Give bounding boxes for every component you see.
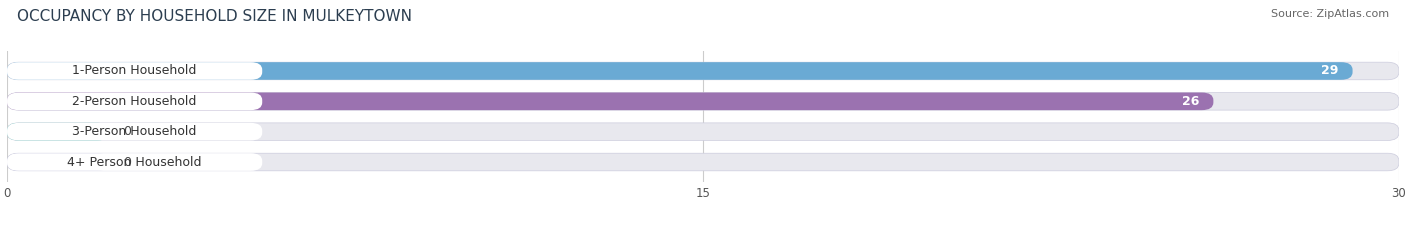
Text: OCCUPANCY BY HOUSEHOLD SIZE IN MULKEYTOWN: OCCUPANCY BY HOUSEHOLD SIZE IN MULKEYTOW… — [17, 9, 412, 24]
Text: 4+ Person Household: 4+ Person Household — [67, 155, 202, 168]
Text: 29: 29 — [1322, 65, 1339, 78]
FancyBboxPatch shape — [7, 62, 262, 80]
FancyBboxPatch shape — [7, 153, 1399, 171]
FancyBboxPatch shape — [7, 93, 262, 110]
FancyBboxPatch shape — [7, 62, 1399, 80]
Text: 0: 0 — [124, 155, 131, 168]
FancyBboxPatch shape — [7, 153, 110, 171]
FancyBboxPatch shape — [7, 62, 1353, 80]
FancyBboxPatch shape — [7, 93, 1399, 110]
Text: 1-Person Household: 1-Person Household — [73, 65, 197, 78]
Text: Source: ZipAtlas.com: Source: ZipAtlas.com — [1271, 9, 1389, 19]
Text: 2-Person Household: 2-Person Household — [73, 95, 197, 108]
Text: 3-Person Household: 3-Person Household — [73, 125, 197, 138]
FancyBboxPatch shape — [7, 93, 1213, 110]
FancyBboxPatch shape — [7, 153, 262, 171]
FancyBboxPatch shape — [7, 123, 1399, 140]
Text: 26: 26 — [1182, 95, 1199, 108]
FancyBboxPatch shape — [7, 123, 262, 140]
FancyBboxPatch shape — [7, 123, 110, 140]
Text: 0: 0 — [124, 125, 131, 138]
